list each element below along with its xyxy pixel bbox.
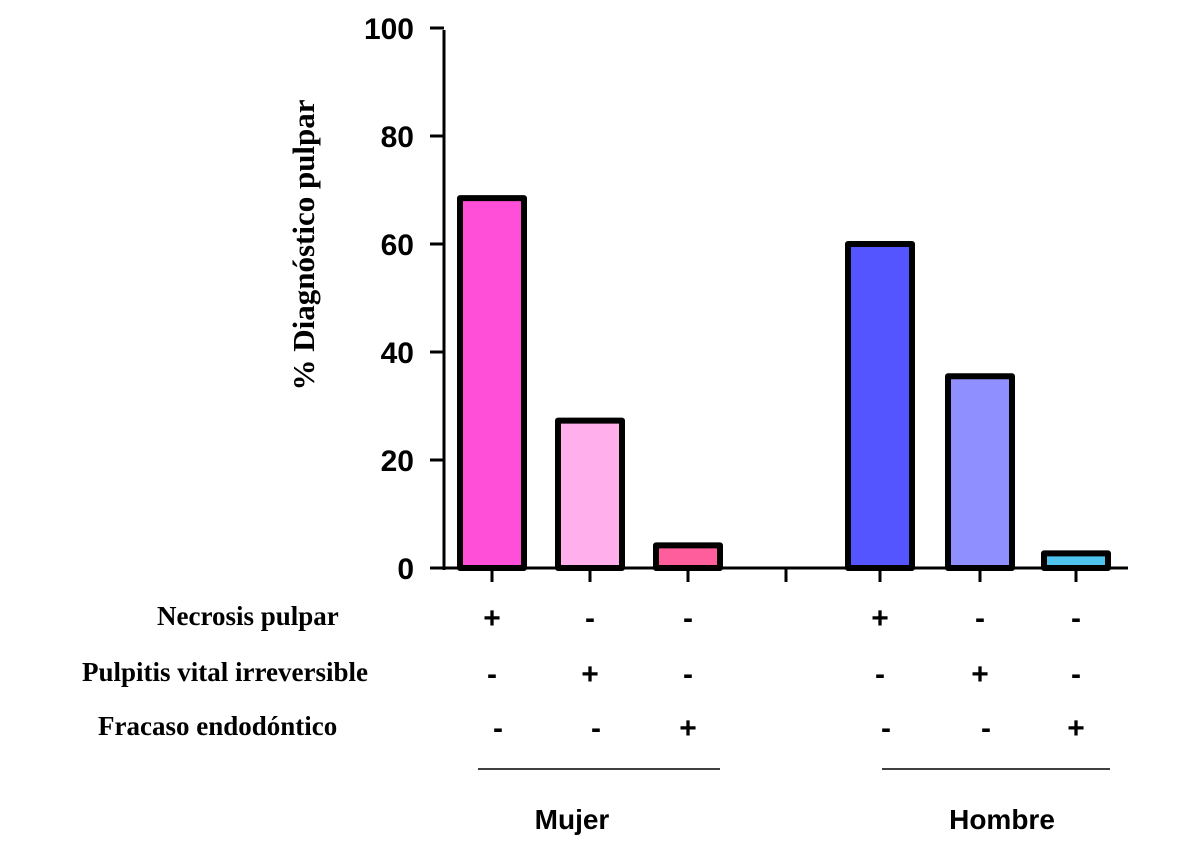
y-tick-label: 40 xyxy=(381,337,414,370)
sign-label: - xyxy=(493,712,503,745)
sign-label: - xyxy=(1071,602,1081,635)
sign-label: - xyxy=(591,712,601,745)
sign-label: - xyxy=(1071,658,1081,691)
sign-label: - xyxy=(975,602,985,635)
group-label: Mujer xyxy=(535,804,610,835)
axes-layer xyxy=(430,26,1128,770)
bar xyxy=(653,542,723,572)
sign-label: + xyxy=(1067,712,1085,745)
sign-label: + xyxy=(679,712,697,745)
bar xyxy=(457,195,527,571)
y-tick-label: 20 xyxy=(381,445,414,478)
row-label: Fracaso endodóntico xyxy=(98,711,337,741)
row-label: Necrosis pulpar xyxy=(157,601,339,631)
sign-label: + xyxy=(483,602,501,635)
sign-label: - xyxy=(875,658,885,691)
group-label: Hombre xyxy=(949,804,1055,835)
sign-label: + xyxy=(971,658,989,691)
y-tick-label: 100 xyxy=(364,13,414,46)
bar xyxy=(845,241,915,571)
bar xyxy=(555,417,625,571)
sign-label: - xyxy=(683,658,693,691)
row-label: Pulpitis vital irreversible xyxy=(82,657,368,687)
y-tick-label: 80 xyxy=(381,121,414,154)
text-layer: 0 20 40 60 80 100 % Diagnóstico pulpar Necrosis… xyxy=(82,13,1085,835)
sign-label: + xyxy=(581,658,599,691)
y-tick-label: 0 xyxy=(397,553,414,586)
sign-label: - xyxy=(585,602,595,635)
sign-label: - xyxy=(881,712,891,745)
bars-layer xyxy=(457,195,1111,572)
y-axis-label: % Diagnóstico pulpar xyxy=(286,99,321,390)
sign-label: + xyxy=(871,602,889,635)
bar xyxy=(1041,550,1111,571)
y-tick-label: 60 xyxy=(381,229,414,262)
sign-label: - xyxy=(487,658,497,691)
sign-label: - xyxy=(683,602,693,635)
sign-label: - xyxy=(981,712,991,745)
bar xyxy=(945,373,1015,571)
